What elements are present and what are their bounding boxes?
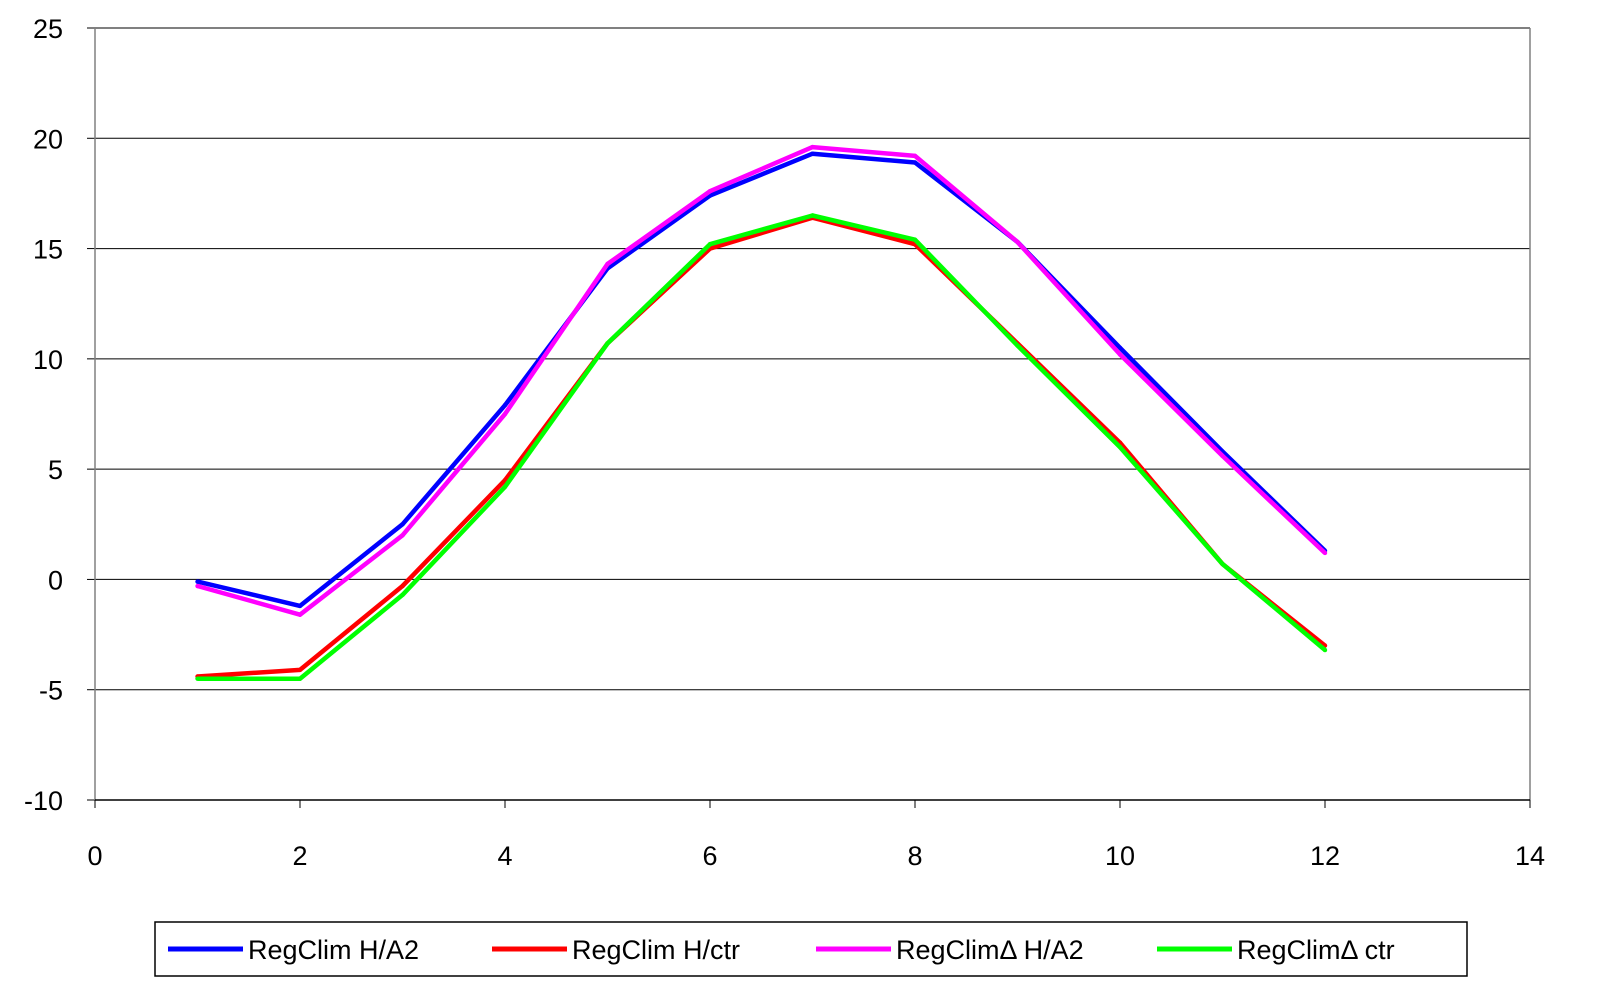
- data-point: [1322, 647, 1328, 653]
- legend-box: [154, 921, 1468, 977]
- data-point: [1117, 352, 1123, 357]
- series-line-3: [196, 144, 1327, 617]
- data-point: [502, 477, 508, 483]
- data-point: [502, 484, 508, 489]
- data-point: [810, 213, 815, 218]
- legend-label: RegClimΔ H/A2: [896, 935, 1084, 965]
- data-point: [707, 241, 713, 247]
- data-point: [912, 160, 918, 165]
- data-point: [400, 522, 405, 527]
- data-point: [810, 151, 815, 156]
- data-point: [400, 533, 405, 538]
- data-point: [1015, 239, 1020, 245]
- data-point: [195, 579, 200, 584]
- y-tick-label: 20: [33, 124, 63, 154]
- axes: [87, 27, 1531, 808]
- legend-label: RegClim H/ctr: [572, 935, 740, 965]
- x-tick-label: 6: [702, 841, 717, 871]
- data-point: [605, 341, 610, 346]
- data-point: [912, 153, 918, 159]
- data-point: [1117, 345, 1123, 351]
- grid-lines: [95, 27, 1530, 801]
- data-point: [502, 402, 508, 408]
- y-tick-label: 15: [33, 235, 63, 265]
- data-point: [1322, 550, 1328, 556]
- tick-labels: -10 -5 0 5 10 15 20 25 0 2 4 6 8 10 12 14: [24, 14, 1545, 871]
- y-tick-label: 10: [33, 345, 63, 375]
- y-tick-label: 5: [48, 455, 63, 485]
- series-line-1: [196, 151, 1327, 609]
- data-point: [297, 603, 303, 609]
- x-tick-label: 4: [497, 841, 512, 871]
- legend: RegClim H/A2 RegClim H/ctr RegClimΔ H/A2 Re…: [154, 921, 1468, 977]
- data-point: [605, 261, 610, 267]
- x-tick-label: 8: [907, 841, 922, 871]
- x-tick-label: 14: [1515, 841, 1545, 871]
- x-tick-label: 12: [1310, 841, 1340, 871]
- y-tick-label: 25: [33, 14, 63, 44]
- y-tick-label: -10: [24, 786, 63, 816]
- legend-label: RegClim H/A2: [248, 935, 419, 965]
- data-point: [912, 237, 918, 242]
- data-point: [195, 583, 200, 589]
- data-point: [502, 411, 508, 417]
- x-tick-label: 10: [1105, 841, 1135, 871]
- y-tick-label: 0: [48, 565, 63, 595]
- data-point: [1220, 453, 1225, 459]
- data-point: [810, 144, 815, 150]
- data-point: [297, 676, 303, 681]
- y-tick-label: -5: [39, 676, 63, 706]
- legend-label: RegClimΔ ctr: [1237, 935, 1395, 965]
- series-line-4: [197, 213, 1327, 681]
- x-tick-label: 2: [292, 841, 307, 871]
- data-point: [195, 676, 200, 681]
- data-point: [1117, 444, 1123, 450]
- data-point: [400, 592, 405, 598]
- data-series: [195, 144, 1328, 681]
- data-point: [297, 667, 303, 673]
- series-line-2: [197, 215, 1327, 679]
- data-point: [1220, 561, 1225, 567]
- data-point: [707, 189, 713, 194]
- x-tick-label: 0: [87, 841, 102, 871]
- data-point: [1015, 343, 1020, 348]
- data-point: [400, 583, 405, 589]
- data-point: [297, 612, 303, 617]
